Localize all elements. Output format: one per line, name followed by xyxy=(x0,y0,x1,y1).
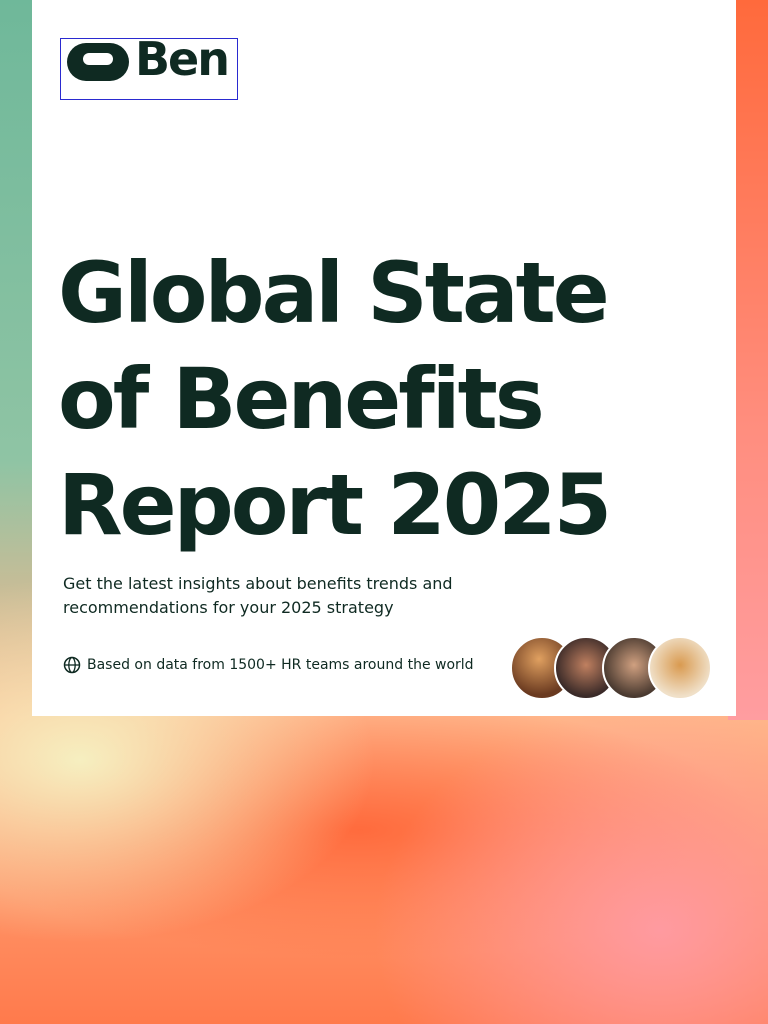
title: Global State of Benefits Report 2025 xyxy=(58,244,612,554)
logo-mark xyxy=(67,43,129,81)
logo-text: Ben xyxy=(135,32,230,86)
logo[interactable]: Ben xyxy=(60,32,238,100)
globe-icon xyxy=(63,656,81,674)
subtitle: Get the latest insights about benefits t… xyxy=(63,574,453,617)
note: Based on data from 1500+ HR teams around… xyxy=(87,657,474,673)
card: Ben Global State of Benefits Report 2025… xyxy=(32,0,736,716)
avatar xyxy=(648,636,712,700)
note-row: Based on data from 1500+ HR teams around… xyxy=(63,656,474,674)
